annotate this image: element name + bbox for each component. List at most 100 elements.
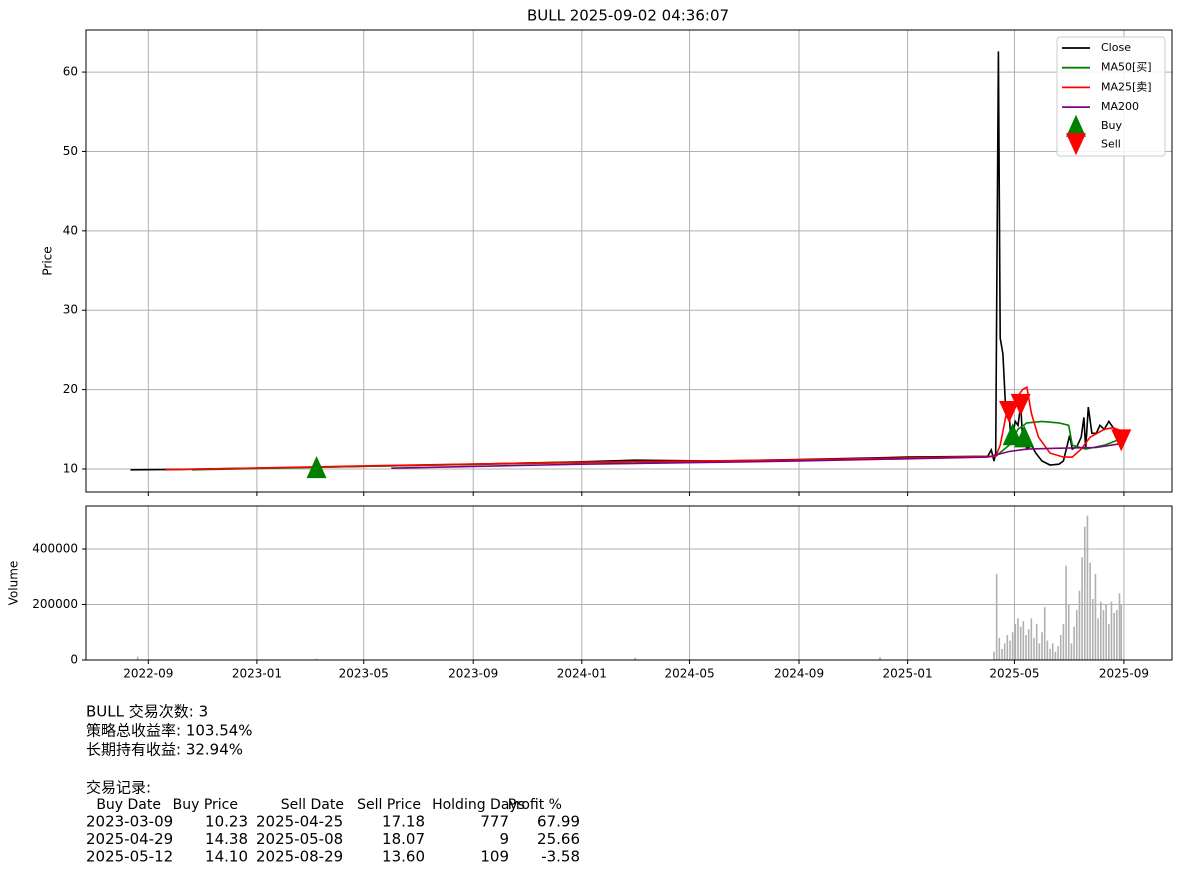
x-tick-label: 2025-09: [1099, 667, 1149, 681]
bar: [1059, 635, 1062, 660]
bar: [315, 658, 318, 660]
bar: [998, 637, 1001, 660]
table-title: 交易记录:: [86, 779, 151, 797]
x-tick-label: 2022-09: [123, 667, 173, 681]
chart-title: BULL 2025-09-02 04:36:07: [527, 7, 729, 25]
sell-marker: [999, 400, 1020, 423]
table-cell: 10.23: [205, 813, 248, 831]
y-axis-label: Price: [41, 246, 55, 275]
bar: [1017, 618, 1019, 660]
table-cell: 2023-03-09: [86, 813, 173, 831]
axes-frame: [85, 29, 1173, 493]
bar: [1073, 626, 1075, 660]
bar: [1070, 643, 1073, 660]
table-cell: 25.66: [537, 830, 580, 848]
sell-marker: [1111, 429, 1132, 452]
table-cell: 2025-05-08: [256, 830, 343, 848]
bar: [1118, 593, 1121, 660]
table-cell: -3.58: [541, 848, 580, 866]
bar: [1019, 626, 1022, 660]
line-series: [165, 385, 1122, 471]
legend-label: MA200: [1101, 100, 1139, 113]
line-series: [391, 442, 1122, 469]
table-header: Holding Days: [432, 797, 525, 813]
buy-marker: [1002, 423, 1023, 446]
bar: [1027, 629, 1030, 660]
bar: [1011, 632, 1014, 660]
bar: [1083, 526, 1086, 660]
table-cell: 9: [499, 830, 509, 848]
y-tick-label: 200000: [32, 597, 78, 611]
table-cell: 777: [480, 813, 509, 831]
table-cell: 109: [480, 848, 509, 866]
y-tick-label: 30: [63, 303, 78, 317]
bar: [1003, 643, 1006, 660]
table-header: Profit %: [508, 797, 562, 813]
summary-line: BULL 交易次数: 3: [86, 703, 208, 721]
bar: [1120, 604, 1123, 660]
bar: [1107, 623, 1110, 660]
bar: [1043, 607, 1046, 660]
legend-label: Buy: [1101, 119, 1123, 132]
bar: [1006, 635, 1009, 660]
y-tick-label: 10: [63, 461, 78, 475]
bar: [1081, 557, 1083, 660]
bar: [1049, 648, 1051, 660]
y-tick-label: 60: [63, 65, 78, 79]
bar: [1046, 640, 1049, 660]
legend-label: Sell: [1101, 137, 1121, 150]
table-cell: 18.07: [382, 830, 425, 848]
table-cell: 67.99: [537, 813, 580, 831]
legend-label: MA25[卖]: [1101, 80, 1152, 93]
bar: [1025, 635, 1027, 660]
bar: [1009, 640, 1011, 660]
table-cell: 2025-04-25: [256, 813, 343, 831]
x-tick-label: 2023-05: [339, 667, 389, 681]
x-tick-label: 2025-01: [883, 667, 933, 681]
table-header: Buy Price: [173, 797, 238, 813]
bar: [1014, 623, 1017, 660]
buy-marker: [1014, 425, 1035, 448]
y-axis-label: Volume: [7, 561, 21, 606]
bar: [1054, 651, 1057, 660]
bar: [634, 657, 637, 660]
bar: [1033, 637, 1035, 660]
table-cell: 14.10: [205, 848, 248, 866]
summary-line: 长期持有收益: 32.94%: [86, 741, 243, 759]
x-tick-label: 2024-01: [557, 667, 607, 681]
bar: [1086, 515, 1089, 660]
bar: [1116, 610, 1118, 660]
bar: [1110, 601, 1113, 660]
buy-marker: [1066, 114, 1086, 137]
y-tick-label: 0: [70, 653, 78, 667]
table-header: Buy Date: [96, 797, 161, 813]
bar: [1030, 618, 1033, 660]
bar: [1102, 610, 1105, 660]
bar: [1099, 601, 1102, 660]
y-tick-label: 20: [63, 382, 78, 396]
axes-frame: [85, 505, 1173, 661]
bar: [1078, 590, 1081, 660]
x-tick-label: 2024-09: [774, 667, 824, 681]
bar: [1062, 623, 1065, 660]
bar: [1091, 598, 1094, 660]
sell-marker: [1010, 393, 1031, 416]
table-cell: 2025-05-12: [86, 848, 173, 866]
summary-line: 策略总收益率: 103.54%: [86, 722, 253, 740]
bar: [1075, 610, 1078, 660]
bar: [1094, 573, 1097, 660]
y-tick-label: 50: [63, 144, 78, 158]
line-series: [130, 51, 1123, 471]
table-cell: 17.18: [382, 813, 425, 831]
bar: [136, 656, 139, 660]
table-cell: 2025-04-29: [86, 830, 173, 848]
x-tick-label: 2025-05: [989, 667, 1039, 681]
table-header: Sell Price: [357, 797, 421, 813]
legend-label: MA50[买]: [1101, 61, 1152, 74]
legend-box: [1056, 36, 1166, 157]
bar: [995, 573, 998, 660]
bar: [1089, 562, 1091, 660]
table-cell: 13.60: [382, 848, 425, 866]
bar: [879, 657, 881, 660]
x-tick-label: 2023-09: [448, 667, 498, 681]
